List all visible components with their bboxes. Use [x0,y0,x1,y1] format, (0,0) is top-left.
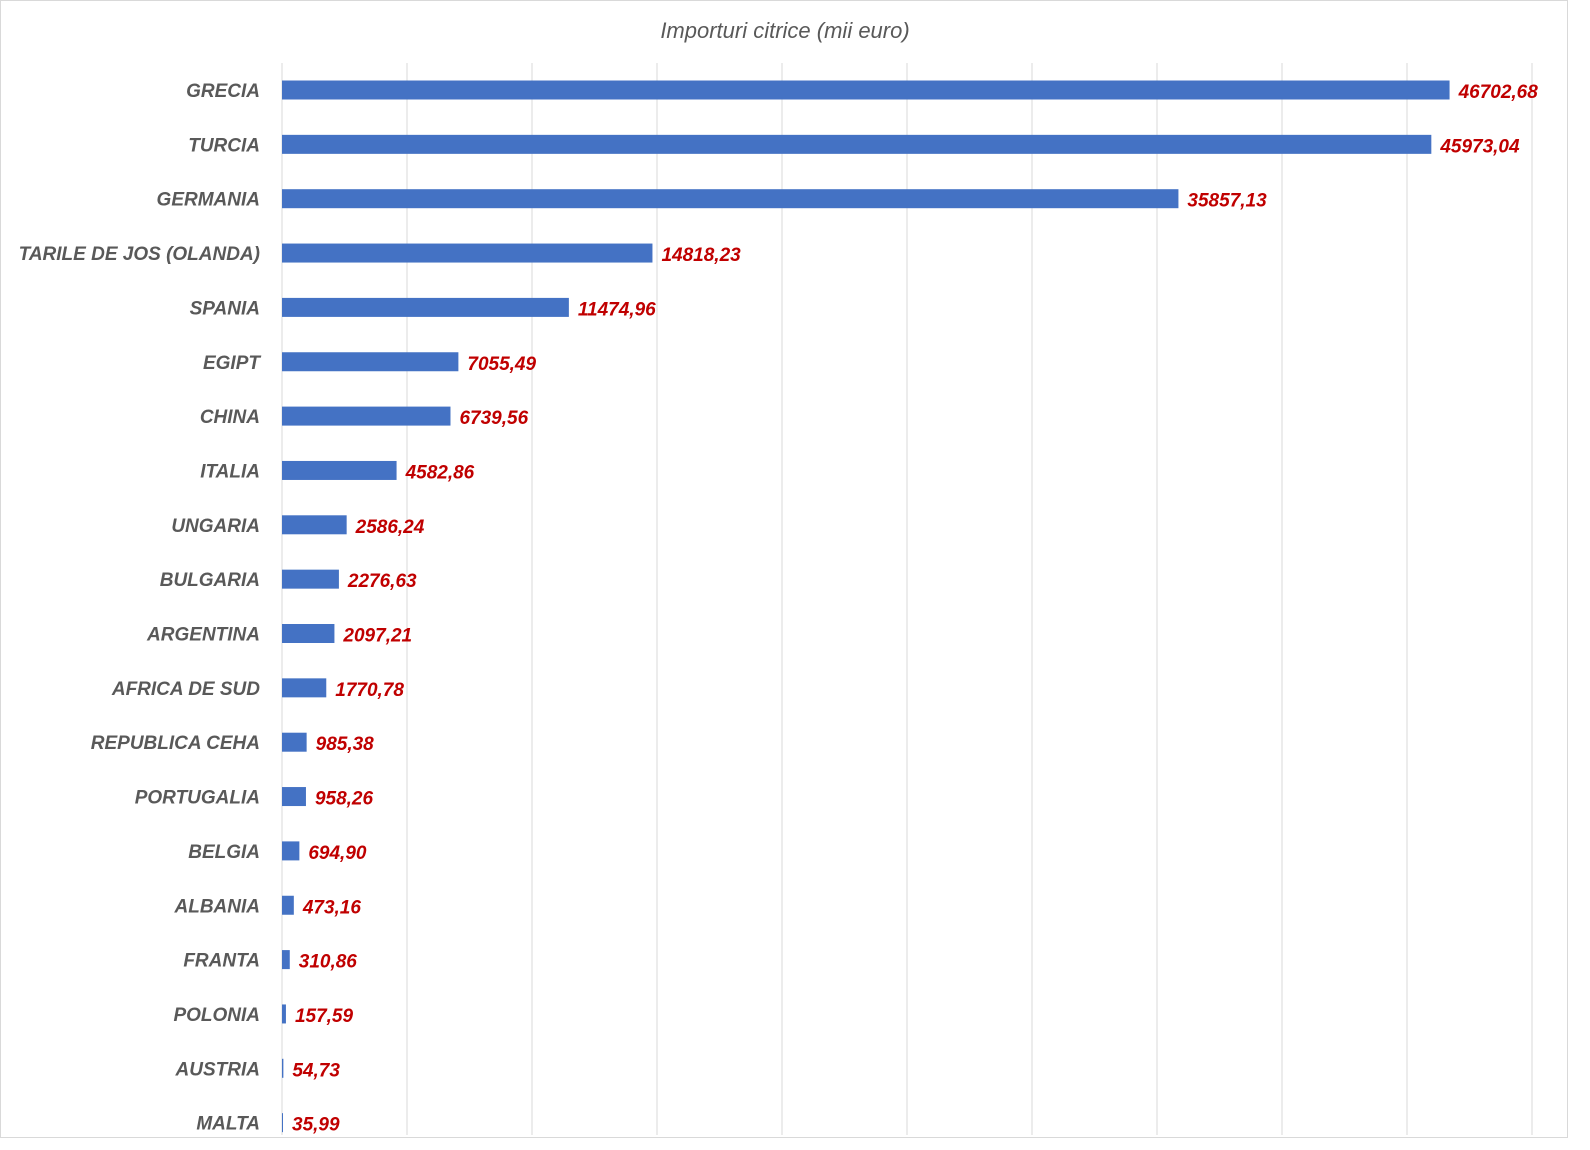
data-label: 157,59 [295,1006,354,1027]
data-label: 14818,23 [661,245,741,266]
data-label: 11474,96 [578,299,656,320]
bar [282,732,307,752]
category-label: POLONIA [173,1005,260,1026]
bar [282,80,1450,100]
category-label: SPANIA [190,298,260,319]
category-label: BELGIA [188,842,260,863]
data-label: 985,38 [316,734,375,755]
data-label: 7055,49 [467,354,536,375]
data-label: 2097,21 [342,626,412,647]
bar [282,624,335,643]
data-label: 2276,63 [347,571,417,592]
data-label: 35,99 [292,1115,340,1136]
category-label: BULGARIA [160,570,260,591]
data-label: 35857,13 [1187,191,1267,212]
bar [282,1113,283,1133]
category-label: UNGARIA [171,516,260,537]
chart-frame: Importuri citrice (mii euro) GRECIA TURCI… [0,0,1568,1138]
data-label: 310,86 [299,952,358,973]
category-label: CHINA [200,407,260,428]
data-label: 694,90 [308,843,367,864]
category-label: PORTUGALIA [135,788,260,809]
bar [282,189,1179,209]
bar [282,950,290,970]
category-label: EGIPT [203,353,261,374]
category-label: AUSTRIA [175,1059,260,1080]
data-label: 1770,78 [335,680,404,701]
bar [282,134,1432,154]
data-label: 958,26 [315,789,374,810]
category-label-layer: GRECIA TURCIA GERMANIA TARILE DE JOS (OLAND… [19,81,262,1135]
bar-layer [282,80,1450,1133]
bar [282,841,300,861]
category-label: AFRICA DE SUD [111,679,260,700]
bar [282,678,327,698]
bar [282,787,306,807]
data-label: 45973,04 [1439,136,1520,157]
data-label-layer: 46702,68 45973,04 35857,13 14818,23 11474,96… [292,82,1538,1136]
category-label: TARILE DE JOS (OLANDA) [19,244,260,265]
bar [282,243,653,263]
category-label: ALBANIA [174,896,261,917]
category-label: MALTA [196,1114,260,1135]
category-label: FRANTA [183,951,260,972]
bar [282,460,397,480]
bar [282,406,451,426]
data-label: 4582,86 [405,462,475,483]
category-label: TURCIA [188,135,260,156]
data-label: 6739,56 [459,408,528,429]
chart-title: Importuri citrice (mii euro) [660,18,909,43]
data-label: 2586,24 [355,517,425,538]
category-label: ARGENTINA [146,625,260,646]
bar [282,1058,284,1078]
bar [282,895,294,915]
category-label: GERMANIA [157,190,260,211]
category-label: ITALIA [200,461,260,482]
bar [282,352,459,372]
category-label: GRECIA [186,81,260,102]
grid-layer [281,63,1533,1135]
bar [282,569,339,589]
bar [282,1004,286,1024]
bar [282,515,347,535]
bar-chart: Importuri citrice (mii euro) GRECIA TURCI… [19,18,1539,1136]
data-label: 46702,68 [1458,82,1539,103]
data-label: 473,16 [302,897,362,918]
data-label: 54,73 [292,1060,340,1081]
bar [282,297,569,317]
category-label: REPUBLICA CEHA [91,733,260,754]
